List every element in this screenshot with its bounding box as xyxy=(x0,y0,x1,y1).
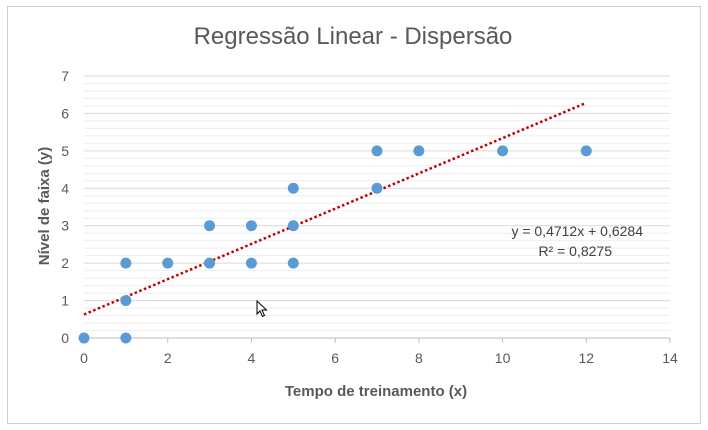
data-point xyxy=(287,182,299,194)
data-point xyxy=(245,257,257,269)
data-point xyxy=(245,220,257,232)
trendline xyxy=(83,101,587,316)
x-tick-label: 14 xyxy=(662,350,678,366)
axes xyxy=(83,337,671,343)
x-tick-label: 6 xyxy=(331,350,339,366)
data-point xyxy=(413,145,425,157)
data-point xyxy=(287,220,299,232)
data-point xyxy=(287,257,299,269)
data-point xyxy=(371,182,383,194)
x-tick-label: 4 xyxy=(248,350,256,366)
data-point xyxy=(78,332,90,344)
data-point xyxy=(580,145,592,157)
x-tick-label: 10 xyxy=(495,350,511,366)
data-point xyxy=(497,145,509,157)
x-tick-label: 0 xyxy=(80,350,88,366)
x-axis-title: Tempo de treinamento (x) xyxy=(285,383,467,400)
data-point xyxy=(204,257,216,269)
y-axis-title: Nível de faixa (y) xyxy=(36,147,53,265)
y-tick-label: 4 xyxy=(61,180,69,196)
trendline-equation: y = 0,4712x + 0,6284 xyxy=(511,223,643,239)
y-tick-label: 1 xyxy=(61,293,69,309)
chart-title: Regressão Linear - Dispersão xyxy=(194,23,513,50)
data-point xyxy=(120,257,132,269)
trendline-group xyxy=(83,101,587,316)
data-point xyxy=(162,257,174,269)
y-tick-label: 5 xyxy=(61,143,69,159)
x-tick-label: 8 xyxy=(415,350,423,366)
gridlines xyxy=(84,75,670,332)
data-point xyxy=(120,295,132,307)
x-tick-label: 12 xyxy=(578,350,594,366)
x-tick-label: 2 xyxy=(164,350,172,366)
y-tick-label: 3 xyxy=(61,218,69,234)
mouse-pointer-icon xyxy=(256,300,268,318)
data-point xyxy=(204,220,216,232)
y-tick-label: 6 xyxy=(61,105,69,121)
y-tick-label: 2 xyxy=(61,255,69,271)
data-point xyxy=(120,332,132,344)
data-points xyxy=(78,145,592,344)
y-tick-label: 7 xyxy=(61,68,69,84)
data-point xyxy=(371,145,383,157)
y-tick-label: 0 xyxy=(61,330,69,346)
trendline-r-squared: R² = 0,8275 xyxy=(538,243,612,259)
